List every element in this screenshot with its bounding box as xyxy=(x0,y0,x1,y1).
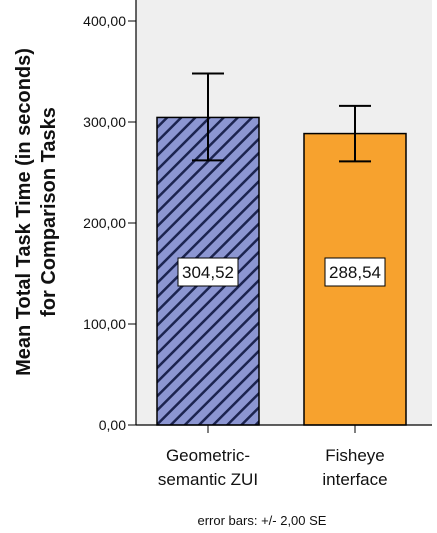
data-label-box xyxy=(324,257,386,287)
y-tick-label: 300,00 xyxy=(83,114,126,130)
y-axis-label: Mean Total Task Time (in seconds) for Com… xyxy=(13,48,60,376)
data-label-box xyxy=(177,257,239,287)
y-tick-label: 400,00 xyxy=(83,13,126,29)
data-label: 304,52 xyxy=(182,263,234,282)
y-tick-label: 0,00 xyxy=(99,417,126,433)
error-bar xyxy=(192,72,224,162)
y-tick-label: 100,00 xyxy=(83,316,126,332)
x-category-label: Geometric-semantic ZUI xyxy=(158,446,258,489)
error-bar xyxy=(339,104,371,163)
data-label: 288,54 xyxy=(329,263,381,282)
x-category-label: Fisheye interface xyxy=(322,446,387,489)
y-tick-label: 200,00 xyxy=(83,215,126,231)
error-bar-note: error bars: +/- 2,00 SE xyxy=(198,513,327,528)
